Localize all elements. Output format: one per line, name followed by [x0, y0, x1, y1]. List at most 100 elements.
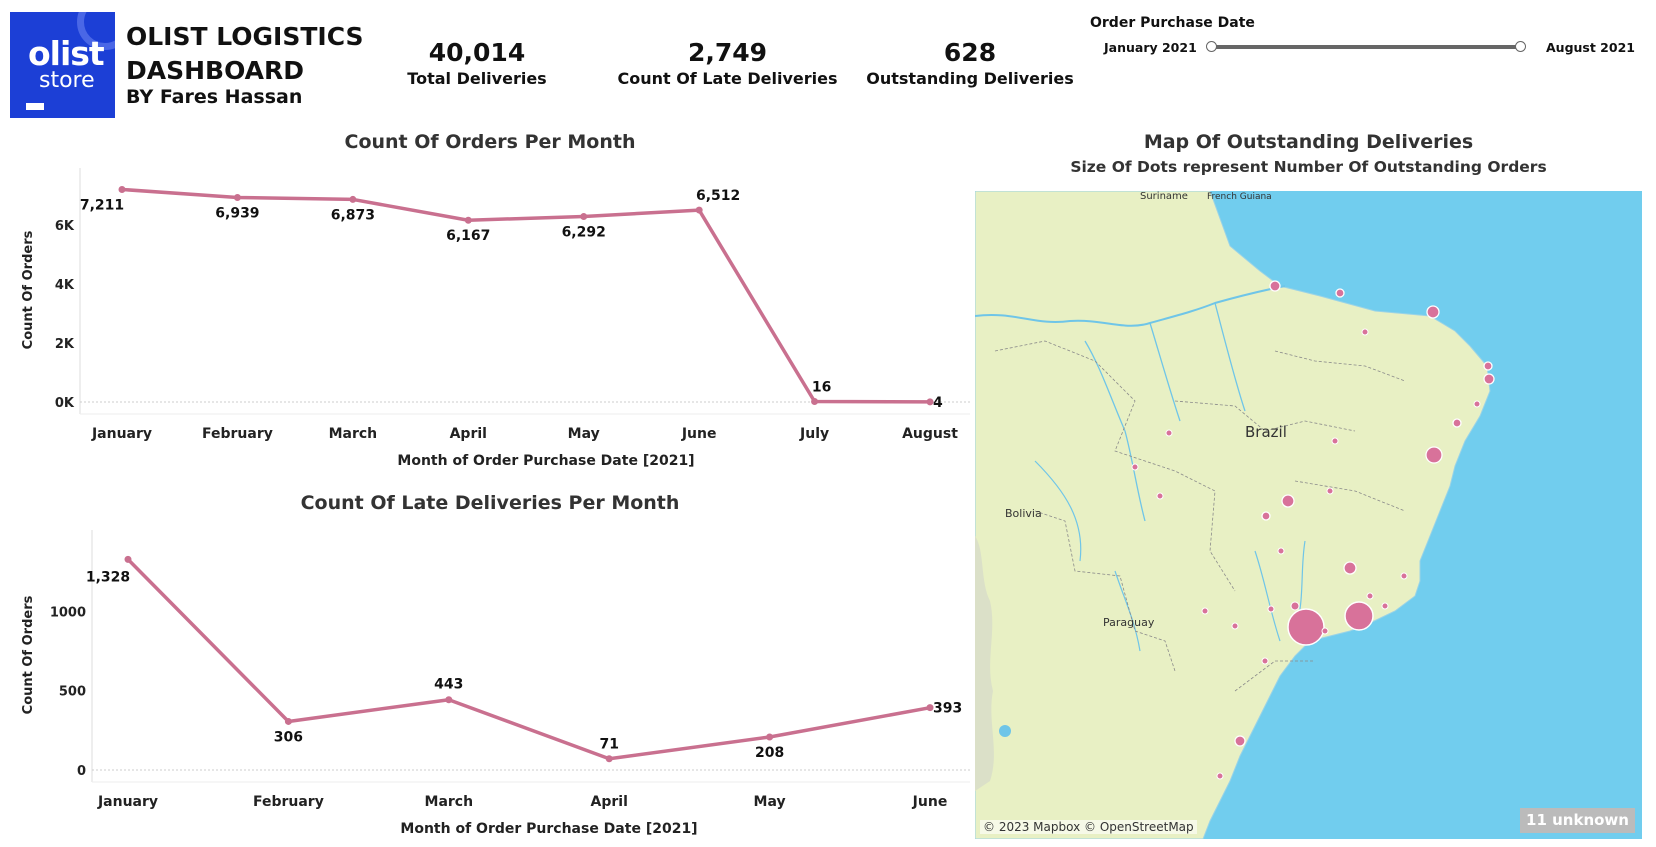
- map-subtitle: Size Of Dots represent Number Of Outstan…: [1070, 158, 1547, 176]
- late-deliveries-chart-title: Count Of Late Deliveries Per Month: [300, 492, 680, 514]
- data-point: [580, 213, 588, 221]
- delivery-dot[interactable]: [1165, 429, 1173, 437]
- map-attribution[interactable]: © 2023 Mapbox © OpenStreetMap: [980, 820, 1197, 834]
- delivery-dot[interactable]: [1281, 494, 1295, 508]
- delivery-dot[interactable]: [1381, 602, 1389, 610]
- delivery-dot[interactable]: [1290, 601, 1300, 611]
- data-point: [695, 206, 703, 214]
- data-point: [349, 195, 357, 203]
- x-tick-label: May: [568, 426, 600, 442]
- y-tick-label: 0: [77, 764, 86, 779]
- data-label: 16: [812, 380, 831, 396]
- delivery-dot[interactable]: [1277, 547, 1285, 555]
- dashboard-title: OLIST LOGISTICS DASHBOARD: [126, 20, 364, 88]
- delivery-dot[interactable]: [1216, 772, 1224, 780]
- x-tick-label: June: [681, 426, 717, 442]
- x-tick-label: May: [754, 794, 786, 810]
- x-tick-label: August: [902, 426, 958, 442]
- logo-bar-shape: [26, 103, 44, 110]
- delivery-dot[interactable]: [1473, 400, 1481, 408]
- delivery-dot[interactable]: [1326, 487, 1334, 495]
- delivery-dot[interactable]: [1269, 280, 1281, 292]
- map-canvas: Brazil Bolivia Paraguay Suriname French …: [975, 191, 1642, 839]
- outstanding-deliveries-map[interactable]: Brazil Bolivia Paraguay Suriname French …: [975, 191, 1642, 839]
- river-network: [1084, 302, 1246, 522]
- data-label: 71: [599, 737, 618, 753]
- x-axis-title: Month of Order Purchase Date [2021]: [397, 453, 694, 469]
- kpi-label: Count Of Late Deliveries: [617, 69, 838, 88]
- y-tick-label: 6K: [55, 219, 75, 234]
- unknown-locations-badge[interactable]: 11 unknown: [1520, 808, 1635, 833]
- series-line: [126, 558, 931, 761]
- x-tick-label: April: [591, 794, 628, 810]
- delivery-dot[interactable]: [1261, 657, 1269, 665]
- kpi-value: 40,014: [428, 38, 526, 67]
- date-range-slider-track[interactable]: [1211, 45, 1524, 49]
- y-tick-label: 500: [59, 685, 86, 700]
- map-place-paraguay: Paraguay: [1103, 616, 1155, 629]
- y-axis-title: Count Of Orders: [21, 230, 36, 349]
- data-point: [766, 733, 774, 741]
- delivery-dot[interactable]: [1452, 418, 1462, 428]
- lake-shape: [999, 725, 1011, 737]
- data-label: 208: [755, 745, 784, 761]
- delivery-dot[interactable]: [1234, 735, 1246, 747]
- kpi-value: 2,749: [687, 38, 768, 67]
- andes-terrain: [975, 536, 994, 791]
- delivery-dot[interactable]: [1261, 511, 1271, 521]
- y-tick-label: 1000: [50, 605, 86, 620]
- delivery-dot[interactable]: [1331, 437, 1339, 445]
- data-label: 1,328: [86, 569, 130, 585]
- data-label: 6,512: [696, 188, 740, 204]
- data-point: [284, 717, 292, 725]
- date-range-end-handle[interactable]: [1515, 41, 1526, 52]
- delivery-dot[interactable]: [1425, 446, 1443, 464]
- logo-ring-shape: [77, 12, 115, 50]
- delivery-dot[interactable]: [1361, 328, 1369, 336]
- map-place-brazil: Brazil: [1245, 423, 1287, 441]
- delivery-dot[interactable]: [1267, 605, 1275, 613]
- orders-chart-title: Count Of Orders Per Month: [344, 131, 636, 153]
- data-label: 6,939: [215, 205, 259, 221]
- delivery-dot[interactable]: [1400, 572, 1408, 580]
- x-tick-label: June: [912, 794, 948, 810]
- delivery-dot[interactable]: [1231, 622, 1239, 630]
- state-borders: [994, 340, 1406, 692]
- kpi-label: Outstanding Deliveries: [866, 69, 1074, 88]
- delivery-dot[interactable]: [1426, 305, 1440, 319]
- delivery-dot[interactable]: [1156, 492, 1164, 500]
- date-range-start-handle[interactable]: [1206, 41, 1217, 52]
- delivery-dot[interactable]: [1343, 561, 1357, 575]
- orders-per-month-chart: 0K 2K 4K 6K Count Of Orders January February Ma…: [21, 168, 970, 469]
- delivery-dot-large[interactable]: [1287, 608, 1325, 646]
- data-point: [233, 193, 241, 201]
- map-title: Map Of Outstanding Deliveries: [1143, 131, 1474, 153]
- x-tick-label: March: [329, 426, 378, 442]
- map-place-suriname: Suriname: [1140, 191, 1188, 202]
- y-tick-label: 0K: [55, 396, 75, 411]
- kpi-label: Total Deliveries: [407, 69, 547, 88]
- date-filter-start-label: January 2021: [1104, 40, 1197, 55]
- data-point: [926, 704, 934, 712]
- data-label: 393: [933, 701, 962, 717]
- kpi-total-deliveries: 40,014 Total Deliveries: [392, 38, 562, 88]
- x-tick-label: April: [450, 426, 487, 442]
- x-tick-label: January: [91, 426, 152, 442]
- delivery-dot[interactable]: [1366, 592, 1374, 600]
- map-place-french-guiana: French Guiana: [1207, 192, 1272, 202]
- delivery-dot-large[interactable]: [1344, 601, 1374, 631]
- data-point: [605, 755, 613, 763]
- delivery-dot[interactable]: [1483, 361, 1493, 371]
- dashboard-title-line1: OLIST LOGISTICS: [126, 22, 364, 51]
- delivery-dot[interactable]: [1201, 607, 1209, 615]
- x-tick-label: July: [799, 426, 829, 442]
- date-filter-end-label: August 2021: [1546, 40, 1635, 55]
- delivery-dot[interactable]: [1483, 373, 1495, 385]
- delivery-dot[interactable]: [1321, 627, 1329, 635]
- late-deliveries-per-month-chart: 0 500 1000 Count Of Orders January February Ma…: [21, 530, 970, 835]
- data-point: [445, 696, 453, 704]
- delivery-dot[interactable]: [1335, 288, 1345, 298]
- delivery-dot[interactable]: [1131, 463, 1139, 471]
- data-point: [811, 398, 819, 406]
- data-label: 6,292: [562, 225, 606, 241]
